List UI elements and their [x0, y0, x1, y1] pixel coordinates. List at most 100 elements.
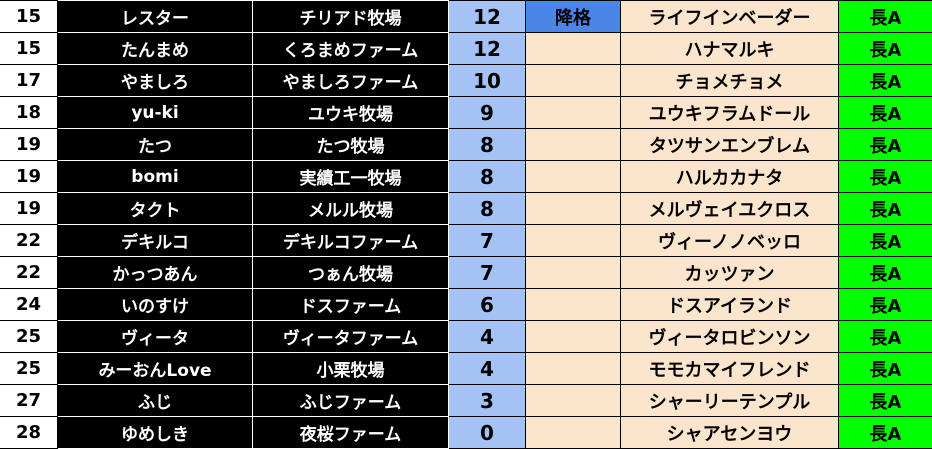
score-cell[interactable]: 8 [449, 193, 526, 225]
rank-cell[interactable]: 19 [0, 193, 58, 225]
rank-cell[interactable]: 15 [0, 1, 58, 33]
farm-cell[interactable]: 実績工一牧場 [253, 161, 449, 193]
farm-cell[interactable]: 小栗牧場 [253, 353, 449, 385]
rank-cell[interactable]: 25 [0, 321, 58, 353]
status-cell[interactable] [526, 321, 621, 353]
name-cell[interactable]: たんまめ [58, 33, 253, 65]
horse-cell[interactable]: カッツァン [621, 257, 839, 289]
score-cell[interactable]: 10 [449, 65, 526, 97]
horse-cell[interactable]: ハナマルキ [621, 33, 839, 65]
farm-cell[interactable]: ユウキ牧場 [253, 97, 449, 129]
farm-cell[interactable]: メルル牧場 [253, 193, 449, 225]
horse-cell[interactable]: シャアセンヨウ [621, 417, 839, 449]
rank-cell[interactable]: 17 [0, 65, 58, 97]
name-cell[interactable]: やましろ [58, 65, 253, 97]
horse-cell[interactable]: タツサンエンブレム [621, 129, 839, 161]
grade-cell[interactable]: 長A [839, 161, 932, 193]
grade-cell[interactable]: 長A [839, 289, 932, 321]
rank-cell[interactable]: 24 [0, 289, 58, 321]
horse-cell[interactable]: ユウキフラムドール [621, 97, 839, 129]
score-cell[interactable]: 8 [449, 129, 526, 161]
farm-cell[interactable]: デキルコファーム [253, 225, 449, 257]
farm-cell[interactable]: くろまめファーム [253, 33, 449, 65]
status-cell[interactable] [526, 97, 621, 129]
status-cell[interactable] [526, 161, 621, 193]
status-cell[interactable] [526, 353, 621, 385]
status-cell[interactable]: 降格 [526, 1, 621, 33]
farm-cell[interactable]: 夜桜ファーム [253, 417, 449, 449]
score-cell[interactable]: 8 [449, 161, 526, 193]
horse-cell[interactable]: シャーリーテンプル [621, 385, 839, 417]
horse-cell[interactable]: チョメチョメ [621, 65, 839, 97]
rank-cell[interactable]: 27 [0, 385, 58, 417]
name-cell[interactable]: デキルコ [58, 225, 253, 257]
grade-cell[interactable]: 長A [839, 97, 932, 129]
name-cell[interactable]: タクト [58, 193, 253, 225]
farm-cell[interactable]: ふじファーム [253, 385, 449, 417]
status-cell[interactable] [526, 257, 621, 289]
grade-cell[interactable]: 長A [839, 1, 932, 33]
rank-cell[interactable]: 18 [0, 97, 58, 129]
name-cell[interactable]: レスター [58, 1, 253, 33]
score-cell[interactable]: 4 [449, 321, 526, 353]
rank-cell[interactable]: 22 [0, 225, 58, 257]
horse-cell[interactable]: ハルカカナタ [621, 161, 839, 193]
grade-cell[interactable]: 長A [839, 417, 932, 449]
farm-cell[interactable]: ドスファーム [253, 289, 449, 321]
name-cell[interactable]: ふじ [58, 385, 253, 417]
farm-cell[interactable]: つぁん牧場 [253, 257, 449, 289]
name-cell[interactable]: bomi [58, 161, 253, 193]
horse-cell[interactable]: ヴィーノノベッロ [621, 225, 839, 257]
grade-cell[interactable]: 長A [839, 257, 932, 289]
name-cell[interactable]: ヴィータ [58, 321, 253, 353]
grade-cell[interactable]: 長A [839, 65, 932, 97]
score-cell[interactable]: 0 [449, 417, 526, 449]
name-cell[interactable]: たつ [58, 129, 253, 161]
status-cell[interactable] [526, 129, 621, 161]
horse-cell[interactable]: モモカマイフレンド [621, 353, 839, 385]
grade-cell[interactable]: 長A [839, 129, 932, 161]
status-cell[interactable] [526, 417, 621, 449]
score-cell[interactable]: 9 [449, 97, 526, 129]
score-cell[interactable]: 6 [449, 289, 526, 321]
score-cell[interactable]: 4 [449, 353, 526, 385]
status-cell[interactable] [526, 289, 621, 321]
rank-cell[interactable]: 22 [0, 257, 58, 289]
score-cell[interactable]: 7 [449, 257, 526, 289]
name-cell[interactable]: みーおんLove [58, 353, 253, 385]
rank-cell[interactable]: 28 [0, 417, 58, 449]
score-cell[interactable]: 12 [449, 1, 526, 33]
grade-cell[interactable]: 長A [839, 353, 932, 385]
farm-cell[interactable]: たつ牧場 [253, 129, 449, 161]
status-cell[interactable] [526, 225, 621, 257]
name-cell[interactable]: ゆめしき [58, 417, 253, 449]
status-cell[interactable] [526, 385, 621, 417]
horse-cell[interactable]: ヴィータロビンソン [621, 321, 839, 353]
score-cell[interactable]: 12 [449, 33, 526, 65]
farm-cell[interactable]: チリアド牧場 [253, 1, 449, 33]
grade-cell[interactable]: 長A [839, 225, 932, 257]
grade-cell[interactable]: 長A [839, 33, 932, 65]
status-cell[interactable] [526, 193, 621, 225]
rank-cell[interactable]: 19 [0, 129, 58, 161]
score-cell[interactable]: 7 [449, 225, 526, 257]
horse-cell[interactable]: ライフインベーダー [621, 1, 839, 33]
farm-cell[interactable]: ヴィータファーム [253, 321, 449, 353]
grade-cell[interactable]: 長A [839, 193, 932, 225]
name-cell[interactable]: yu-ki [58, 97, 253, 129]
name-cell[interactable]: かっつあん [58, 257, 253, 289]
horse-cell[interactable]: メルヴェイユクロス [621, 193, 839, 225]
rank-cell[interactable]: 15 [0, 33, 58, 65]
status-cell[interactable] [526, 33, 621, 65]
score-cell[interactable]: 3 [449, 385, 526, 417]
grade-cell[interactable]: 長A [839, 321, 932, 353]
name-cell[interactable]: いのすけ [58, 289, 253, 321]
horse-cell[interactable]: ドスアイランド [621, 289, 839, 321]
rank-cell[interactable]: 25 [0, 353, 58, 385]
farm-cell[interactable]: やましろファーム [253, 65, 449, 97]
rank-cell[interactable]: 19 [0, 161, 58, 193]
grade-cell[interactable]: 長A [839, 385, 932, 417]
status-cell[interactable] [526, 65, 621, 97]
